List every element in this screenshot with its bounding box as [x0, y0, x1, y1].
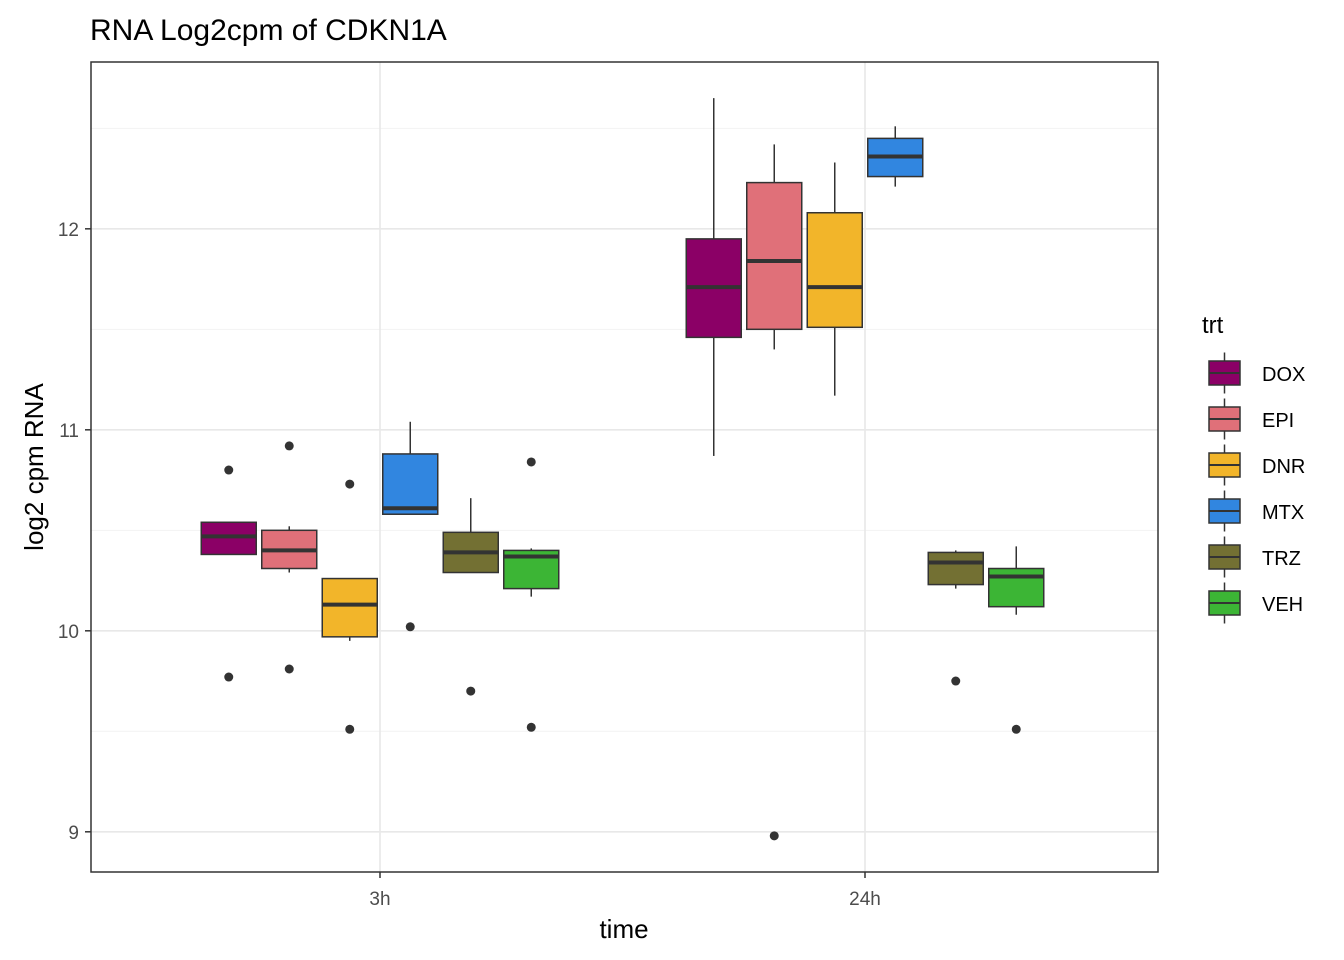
box-iqr — [806, 211, 863, 329]
outlier-point — [526, 722, 536, 732]
legend-item-epi: EPI — [1208, 398, 1294, 440]
box-veh-24h — [988, 546, 1045, 734]
plot-panel-border — [90, 61, 1159, 873]
x-axis: 3h 24h — [369, 872, 881, 910]
legend-item-veh: VEH — [1208, 582, 1303, 624]
plot-background — [91, 62, 1158, 872]
box-veh-3h — [503, 457, 560, 732]
boxes-layer — [200, 98, 1045, 841]
box-epi-3h — [261, 441, 318, 674]
legend-item-dnr: DNR — [1208, 444, 1305, 486]
legend-item-dox: DOX — [1208, 352, 1305, 394]
legend-item-mtx: MTX — [1208, 490, 1304, 532]
legend-label: MTX — [1262, 502, 1304, 524]
box-iqr — [321, 577, 378, 638]
x-tick-label: 24h — [849, 889, 881, 910]
legend-label: DOX — [1262, 364, 1305, 386]
box-dox-3h — [200, 465, 257, 682]
outlier-point — [1011, 724, 1021, 734]
outlier-point — [224, 672, 234, 682]
box-iqr — [927, 551, 984, 586]
x-tick-label: 3h — [369, 889, 390, 910]
outlier-point — [345, 724, 355, 734]
outlier-point — [284, 441, 294, 451]
y-tick-label: 11 — [59, 421, 79, 442]
outlier-point — [224, 465, 234, 475]
box-iqr — [382, 453, 439, 515]
box-iqr — [988, 567, 1045, 608]
outlier-point — [345, 479, 355, 489]
outlier-point — [284, 664, 294, 674]
box-dnr-3h — [321, 479, 378, 734]
legend-label: TRZ — [1262, 548, 1301, 570]
box-mtx-3h — [382, 421, 439, 632]
y-axis-title: log2 cpm RNA — [19, 383, 49, 551]
y-tick-label: 9 — [68, 823, 79, 844]
y-tick-label: 12 — [58, 220, 79, 241]
outlier-point — [769, 831, 779, 841]
outlier-point — [526, 457, 536, 467]
box-dnr-24h — [806, 162, 863, 396]
box-iqr — [746, 181, 803, 331]
box-iqr — [200, 521, 257, 556]
legend-label: EPI — [1262, 410, 1294, 432]
box-trz-3h — [442, 498, 499, 696]
box-trz-24h — [927, 550, 984, 686]
outlier-point — [951, 676, 961, 686]
legend-label: DNR — [1262, 456, 1305, 478]
grid-lines — [91, 62, 1158, 872]
y-axis: 9 10 11 12 — [58, 220, 91, 844]
box-mtx-24h — [867, 126, 924, 187]
outlier-point — [466, 686, 476, 696]
chart-title: RNA Log2cpm of CDKN1A — [90, 14, 447, 47]
box-epi-24h — [746, 144, 803, 841]
box-dox-24h — [685, 98, 742, 456]
legend-label: VEH — [1262, 594, 1303, 616]
legend: trt DOX EPI DNR MTX TRZ VEH — [1202, 312, 1305, 624]
y-tick-label: 10 — [58, 622, 79, 643]
x-axis-title: time — [599, 914, 648, 944]
legend-item-trz: TRZ — [1208, 536, 1301, 578]
legend-title: trt — [1202, 312, 1224, 339]
outlier-point — [405, 622, 415, 632]
